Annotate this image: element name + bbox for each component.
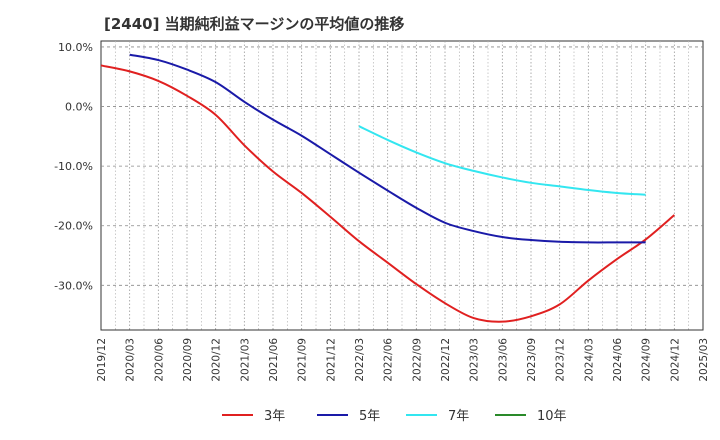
x-tick-label: 2022/09	[411, 338, 423, 382]
x-tick-label: 2024/09	[641, 338, 653, 382]
legend-label: 5年	[359, 409, 380, 424]
x-tick-label: 2021/06	[268, 338, 280, 382]
y-tick-label: 10.0%	[58, 41, 93, 54]
x-tick-label: 2024/12	[669, 338, 681, 382]
legend: 3年 5年 7年 10年	[222, 409, 567, 424]
x-tick-label: 2021/12	[325, 338, 337, 382]
x-tick-label: 2022/03	[354, 338, 366, 382]
x-tick-label: 2019/12	[96, 338, 108, 382]
axis-layer: 10.0% 0.0% -10.0% -20.0% -30.0% 2019/12 2020/0…	[54, 41, 710, 382]
x-tick-label: 2020/12	[211, 338, 223, 382]
x-tick-label: 2022/06	[383, 338, 395, 382]
series-line-2	[129, 53, 646, 244]
x-tick-label: 2023/03	[469, 338, 481, 382]
x-tick-label: 2022/12	[440, 338, 452, 382]
x-tick-label: 2021/09	[297, 338, 309, 382]
x-tick-label: 2020/09	[182, 338, 194, 382]
y-tick-label: -10.0%	[54, 160, 93, 173]
x-tick-label: 2024/03	[583, 338, 595, 382]
legend-label: 10年	[537, 409, 567, 424]
grid-layer	[100, 40, 704, 331]
y-tick-label: -30.0%	[54, 279, 93, 292]
series-line-1	[100, 64, 675, 323]
legend-label: 7年	[448, 409, 469, 424]
x-tick-label: 2020/03	[125, 338, 137, 382]
series-layer	[100, 53, 675, 323]
y-tick-label: -20.0%	[54, 220, 93, 233]
y-tick-label: 0.0%	[65, 101, 93, 114]
x-tick-label: 2023/09	[526, 338, 538, 382]
x-tick-label: 2023/12	[555, 338, 567, 382]
chart-title: [2440] 当期純利益マージンの平均値の推移	[104, 15, 405, 33]
x-tick-label: 2024/06	[612, 338, 624, 382]
x-tick-label: 2021/03	[239, 338, 251, 382]
x-tick-label: 2020/06	[153, 338, 165, 382]
x-tick-label: 2025/03	[698, 338, 710, 382]
legend-label: 3年	[264, 409, 285, 424]
series-line-3	[358, 125, 646, 196]
x-tick-label: 2023/06	[497, 338, 509, 382]
